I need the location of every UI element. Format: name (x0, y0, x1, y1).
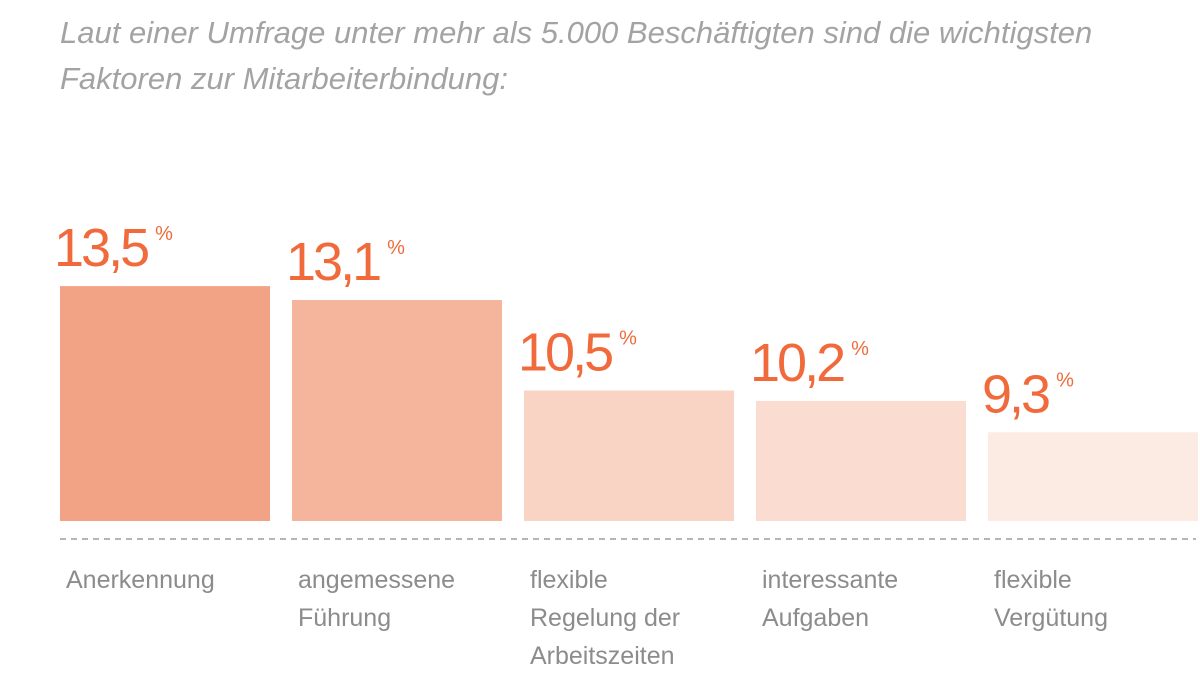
category-label-line: Aufgaben (762, 604, 869, 632)
data-label-unit: % (1056, 369, 1074, 391)
data-label: 10,2% (750, 333, 869, 393)
category-label-line: Vergütung (994, 604, 1108, 632)
bar (756, 400, 966, 521)
category-label-line: Führung (298, 604, 391, 632)
data-label-value: 10,2 (750, 333, 844, 393)
data-label: 13,1% (286, 232, 405, 292)
data-label-value: 9,3 (982, 364, 1049, 424)
category-label-line: Arbeitszeiten (530, 642, 675, 670)
category-label-line: interessante (762, 566, 898, 594)
category-label: flexible Vergütung (994, 566, 1108, 632)
category-label: Anerkennung (66, 566, 215, 594)
category-label: flexible Regelung der Arbeitszeiten (530, 566, 680, 670)
bar (524, 390, 734, 521)
bars-layer: 13,5% 13,1 %10,5% 10,2 %9,3% (54, 218, 1198, 521)
data-label-value: 13,1 (286, 232, 380, 292)
bar (988, 432, 1198, 521)
category-label-line: Regelung der (530, 604, 680, 632)
category-label-line: Anerkennung (66, 566, 215, 594)
data-label-value: 10,5 (518, 323, 612, 383)
bar (60, 286, 270, 521)
data-label: 13,5% (54, 218, 173, 278)
bar (292, 300, 502, 521)
category-label-line: angemessene (298, 566, 455, 594)
category-label-line: flexible (530, 566, 608, 594)
data-label-value: 13,5 (54, 218, 148, 278)
data-label-unit: % (851, 338, 869, 360)
chart-intro: Laut einer Umfrage unter mehr als 5.000 … (60, 15, 1093, 96)
labels-layer: Anerkennung angemessene Führung flexible Reg… (66, 566, 1108, 670)
category-label-line: flexible (994, 566, 1072, 594)
category-label: angemessene Führung (298, 566, 455, 632)
data-label-unit: % (619, 328, 637, 350)
category-label: interessante Aufgaben (762, 566, 898, 632)
data-label-unit: % (155, 223, 173, 245)
data-label-unit: % (387, 237, 405, 259)
data-label: 10,5% (518, 323, 637, 383)
data-label: 9,3% (982, 364, 1074, 424)
